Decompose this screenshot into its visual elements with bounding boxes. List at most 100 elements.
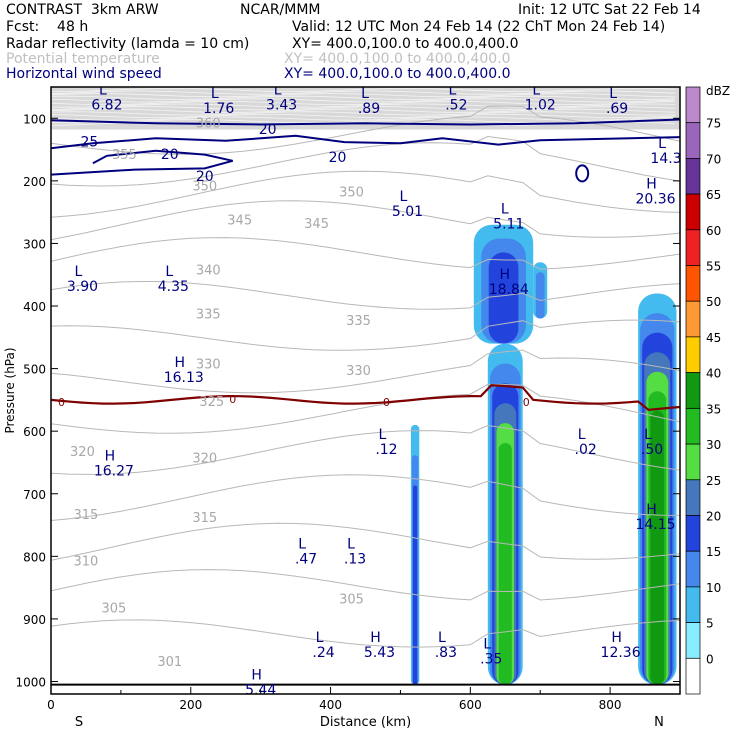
extremum-value: 5.44: [245, 683, 276, 699]
extremum-value: .69: [606, 101, 628, 117]
extremum-value: 1.02: [525, 98, 556, 114]
colorbar-swatch: [685, 336, 701, 373]
extremum-value: .02: [575, 442, 597, 458]
colorbar-tick-label: 20: [706, 509, 721, 523]
extremum-value: 18.84: [489, 282, 529, 298]
isentrope-label: 355: [112, 148, 137, 163]
colorbar-tick-label: 55: [706, 260, 721, 274]
colorbar-tick-label: 40: [706, 367, 721, 381]
colorbar-tick-label: 65: [706, 188, 721, 202]
extremum-marker: L: [609, 86, 617, 102]
x-tick-label: 800: [599, 698, 622, 712]
isentrope-line: [51, 200, 680, 241]
isentrope-line: [51, 170, 680, 218]
isentrope-line: [51, 619, 680, 648]
stratosphere-isentrope: [51, 90, 676, 95]
extremum-value: .89: [358, 101, 380, 117]
isentrope-label: 320: [70, 445, 95, 460]
extremum-marker: L: [644, 427, 652, 443]
colorbar-swatch: [685, 86, 701, 124]
field-wind-xy: XY= 400.0,100.0 to 400.0,400.0: [284, 66, 511, 82]
y-tick-label: 800: [23, 550, 46, 564]
extremum-marker: L: [400, 189, 408, 205]
field-reflectivity-xy: XY= 400.0,100.0 to 400.0,400.0: [292, 36, 519, 52]
extremum-marker: L: [298, 536, 306, 552]
y-tick-label: 900: [23, 613, 46, 627]
isentrope-label: 350: [192, 179, 217, 194]
isentrope-label: 315: [74, 508, 99, 523]
isentrope-label: 360: [196, 117, 221, 132]
isentrope-label: 330: [346, 364, 371, 379]
freezing-level-label: 0: [383, 396, 390, 409]
y-tick-label: 100: [23, 112, 46, 126]
extremum-marker: L: [99, 83, 107, 99]
colorbar-tick-label: 45: [706, 331, 721, 345]
isentrope-label: 350: [339, 186, 364, 201]
extremum-marker: H: [500, 267, 511, 283]
valid-time: Valid: 12 UTC Mon 24 Feb 14 (22 ChT Mon …: [292, 19, 666, 35]
colorbar-tick-label: 5: [706, 617, 714, 631]
stratosphere-isentrope: [51, 106, 676, 111]
extremum-value: .13: [344, 551, 366, 567]
extremum-marker: L: [448, 83, 456, 99]
field-reflectivity-name: Radar reflectivity (lamda = 10 cm): [6, 36, 250, 52]
isentrope-label: 320: [192, 451, 217, 466]
stratosphere-isentrope: [51, 101, 676, 106]
extremum-marker: L: [211, 86, 219, 102]
extremum-marker: H: [646, 177, 657, 193]
wind-speed-label: 20: [161, 147, 179, 163]
colorbar-tick-label: 30: [706, 438, 721, 452]
extremum-value: 1.76: [203, 101, 234, 117]
wind-speed-contour: [575, 164, 590, 183]
extremum-value: 3.43: [266, 98, 297, 114]
y-tick-label: 400: [23, 300, 46, 314]
colorbar-swatch: [685, 586, 701, 623]
wind-speed-contour: [51, 134, 680, 150]
extremum-marker: L: [75, 264, 83, 280]
y-axis-label: Pressure (hPa): [3, 347, 17, 433]
colorbar-swatch: [685, 657, 701, 695]
colorbar-swatch: [685, 122, 701, 159]
plot-frame: [50, 86, 681, 695]
isentrope-line: [51, 522, 680, 561]
x-tick-label: 400: [319, 698, 342, 712]
extremum-marker: L: [438, 630, 446, 646]
field-wind-name: Horizontal wind speed: [6, 66, 162, 82]
extremum-marker: L: [274, 83, 282, 99]
colorbar-swatch: [685, 265, 701, 302]
colorbar-tick-label: 10: [706, 581, 721, 595]
isentrope-label: 315: [192, 511, 217, 526]
freezing-level-label: 0: [523, 396, 530, 409]
extremum-value: .12: [375, 442, 397, 458]
isentrope-label: 345: [227, 214, 252, 229]
isentrope-label: 345: [304, 217, 329, 232]
colorbar-swatch: [685, 300, 701, 338]
cell-520km-contour-15: [413, 485, 418, 685]
cell-870km-contour-35: [650, 410, 665, 685]
cell-650km-contour-30: [498, 443, 512, 685]
init-time: Init: 12 UTC Sat 22 Feb 14: [518, 2, 701, 18]
extremum-value: 5.01: [392, 204, 423, 220]
extremum-marker: L: [483, 636, 491, 652]
isentrope-line: [51, 349, 680, 394]
extremum-value: 3.90: [67, 279, 98, 295]
endpoint-south: S: [75, 715, 83, 730]
stratosphere-isentrope: [51, 87, 676, 93]
stratosphere-isentrope: [51, 108, 676, 113]
stratosphere-isentrope: [51, 111, 676, 116]
isentrope-label: 335: [196, 308, 221, 323]
isentrope-line: [51, 105, 680, 155]
colorbar-swatch: [685, 443, 701, 481]
x-tick-label: 600: [459, 698, 482, 712]
colorbar-tick-label: 70: [706, 152, 721, 166]
isentrope-line: [51, 319, 680, 351]
extremum-marker: L: [578, 427, 586, 443]
stratosphere-isentrope: [51, 93, 676, 98]
extremum-value: 14.3: [650, 151, 681, 167]
x-axis-label: Distance (km): [320, 715, 411, 730]
y-tick-label: 200: [23, 175, 46, 189]
endpoint-north: N: [654, 715, 664, 730]
y-tick-label: 600: [23, 425, 46, 439]
isentrope-label: 305: [101, 602, 126, 617]
